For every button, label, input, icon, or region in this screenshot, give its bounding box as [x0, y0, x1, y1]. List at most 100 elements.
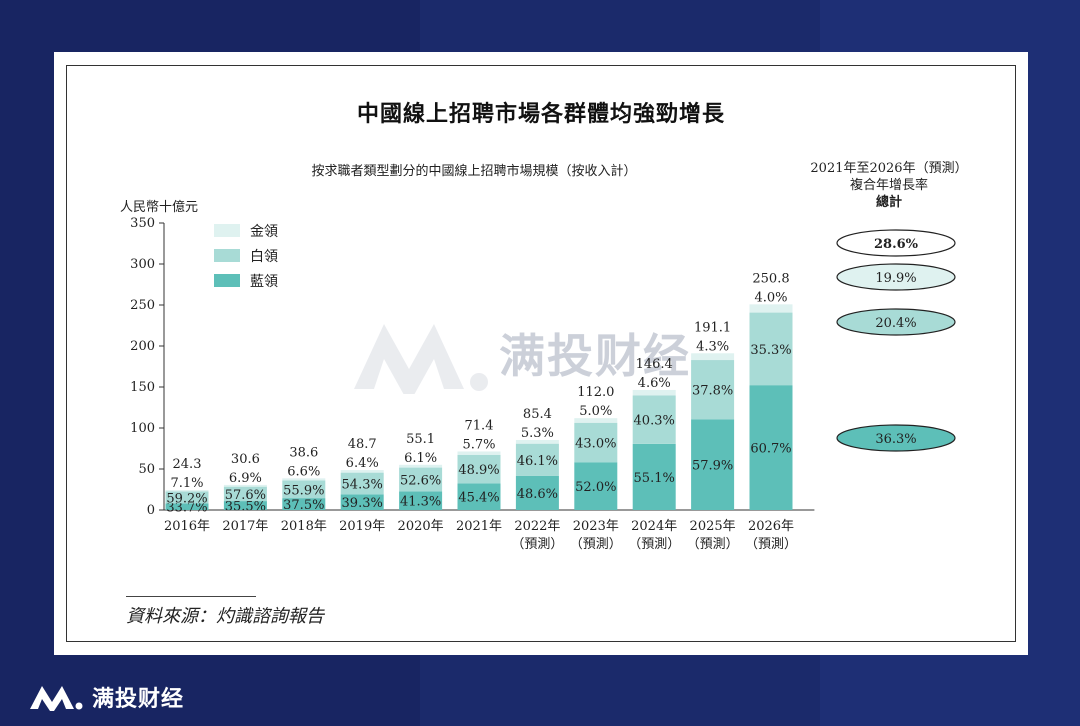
bar-total-label: 38.6 [289, 445, 318, 460]
legend-label: 金領 [250, 223, 278, 240]
chart-subtitle: 按求職者類型劃分的中國線上招聘市場規模（按收入計） [311, 164, 637, 179]
page-title: 中國線上招聘市場各群體均強勁增長 [356, 101, 725, 127]
chart-card: 中國線上招聘市場各群體均強勁增長 按求職者類型劃分的中國線上招聘市場規模（按收入… [54, 52, 1028, 655]
bar-segment-白領 [165, 491, 209, 504]
bar-segment-藍領 [399, 491, 443, 510]
legend-label: 藍領 [250, 273, 278, 290]
source-note: 資料來源：灼識諮詢報告 [126, 606, 324, 627]
bar-segment-藍領 [691, 419, 735, 510]
bar-segment-label: 60.7% [750, 442, 791, 457]
bar-segment-白領 [282, 480, 326, 499]
x-tick-sublabel: （預測） [570, 537, 622, 552]
bar-segment-label: 4.0% [754, 290, 787, 305]
y-tick-label: 100 [130, 421, 155, 436]
brand-name: 满投财经 [92, 687, 185, 712]
bar-segment-label: 39.3% [342, 496, 383, 511]
bar-segment-金領 [457, 451, 501, 455]
cagr-header-total: 總計 [875, 195, 902, 210]
bar-segment-label: 48.6% [517, 487, 558, 502]
x-tick-label: 2023年 [573, 519, 619, 534]
bar-segment-label: 4.3% [696, 339, 729, 354]
x-tick-sublabel: （預測） [628, 537, 680, 552]
bar-segment-label: 35.3% [750, 343, 791, 358]
bar-segment-藍領 [223, 501, 267, 510]
bar-segment-金領 [691, 353, 735, 361]
bar-segment-label: 5.0% [579, 404, 612, 419]
bar-segment-金領 [340, 470, 384, 473]
bar-segment-label: 40.3% [634, 414, 675, 429]
bar-segment-label: 4.6% [638, 376, 671, 391]
cagr-ellipse [836, 308, 956, 336]
bar-total-label: 24.3 [173, 457, 202, 472]
bar-segment-金領 [223, 484, 267, 487]
cagr-header-label: 複合年增長率 [849, 178, 928, 193]
cagr-header: 2021年至2026年（預測） 複合年增長率 總計 [799, 160, 979, 211]
legend-swatch-藍領 [214, 274, 240, 287]
chart-frame [66, 65, 1016, 642]
bar-segment-白領 [574, 422, 618, 463]
bar-segment-金領 [515, 439, 559, 444]
bar-segment-白領 [691, 360, 735, 420]
y-axis-unit-label: 人民幣十億元 [120, 200, 199, 215]
bar-segment-白領 [399, 467, 443, 492]
x-tick-label: 2021年 [456, 519, 502, 534]
source-divider [126, 596, 256, 597]
bar-segment-金領 [749, 304, 793, 313]
bar-segment-label: 5.7% [462, 437, 495, 452]
x-tick-sublabel: （預測） [745, 537, 797, 552]
legend-swatch-白領 [214, 249, 240, 262]
brand-footer: 满投财经 [28, 682, 184, 712]
bar-total-label: 85.4 [523, 407, 552, 422]
bar-segment-label: 33.7% [166, 501, 207, 516]
bar-segment-金領 [399, 464, 443, 468]
bar-segment-藍領 [457, 483, 501, 510]
x-tick-label: 2025年 [690, 519, 736, 534]
cagr-header-period: 2021年至2026年（預測） [810, 161, 968, 176]
bar-total-label: 191.1 [694, 320, 731, 335]
x-tick-label: 2022年 [514, 519, 560, 534]
bar-segment-藍領 [515, 475, 559, 510]
cagr-ellipse [836, 424, 956, 452]
bar-segment-label: 41.3% [400, 495, 441, 510]
x-tick-label: 2017年 [222, 519, 268, 534]
watermark-logo [354, 324, 488, 394]
bar-segment-label: 57.6% [225, 488, 266, 503]
bar-segment-label: 43.0% [575, 436, 616, 451]
x-tick-label: 2026年 [748, 519, 794, 534]
bar-segment-label: 6.9% [229, 471, 262, 486]
cagr-ellipse [836, 229, 956, 257]
x-tick-sublabel: （預測） [511, 537, 563, 552]
bar-segment-藍領 [340, 494, 384, 510]
brand-logo-icon [30, 686, 83, 711]
y-tick-label: 50 [138, 462, 155, 477]
x-tick-label: 2019年 [339, 519, 385, 534]
bar-segment-label: 37.5% [283, 498, 324, 513]
bar-segment-label: 45.4% [458, 491, 499, 506]
cagr-value: 20.4% [875, 316, 916, 331]
cagr-ellipse [836, 263, 956, 291]
bar-segment-label: 7.1% [170, 476, 203, 491]
x-tick-sublabel: （預測） [687, 537, 739, 552]
legend-swatch-金領 [214, 224, 240, 237]
bar-segment-label: 52.6% [400, 473, 441, 488]
cagr-value: 28.6% [874, 237, 919, 252]
bar-total-label: 71.4 [465, 418, 494, 433]
bar-total-label: 112.0 [577, 385, 614, 400]
x-tick-label: 2020年 [398, 519, 444, 534]
y-tick-label: 150 [130, 380, 155, 395]
x-tick-label: 2016年 [164, 519, 210, 534]
y-tick-label: 300 [130, 257, 155, 272]
y-tick-label: 350 [130, 216, 155, 231]
bar-total-label: 30.6 [231, 452, 260, 467]
bar-segment-金領 [165, 490, 209, 492]
legend-label: 白領 [250, 248, 278, 265]
bar-total-label: 250.8 [752, 271, 789, 286]
watermark-text: 满投财经 [499, 329, 691, 383]
bar-segment-label: 37.8% [692, 384, 733, 399]
y-tick-label: 250 [130, 298, 155, 313]
bar-segment-label: 52.0% [575, 480, 616, 495]
bar-total-label: 48.7 [348, 437, 377, 452]
bar-segment-白領 [749, 312, 793, 386]
bar-segment-白領 [632, 395, 676, 444]
y-tick-label: 200 [130, 339, 155, 354]
